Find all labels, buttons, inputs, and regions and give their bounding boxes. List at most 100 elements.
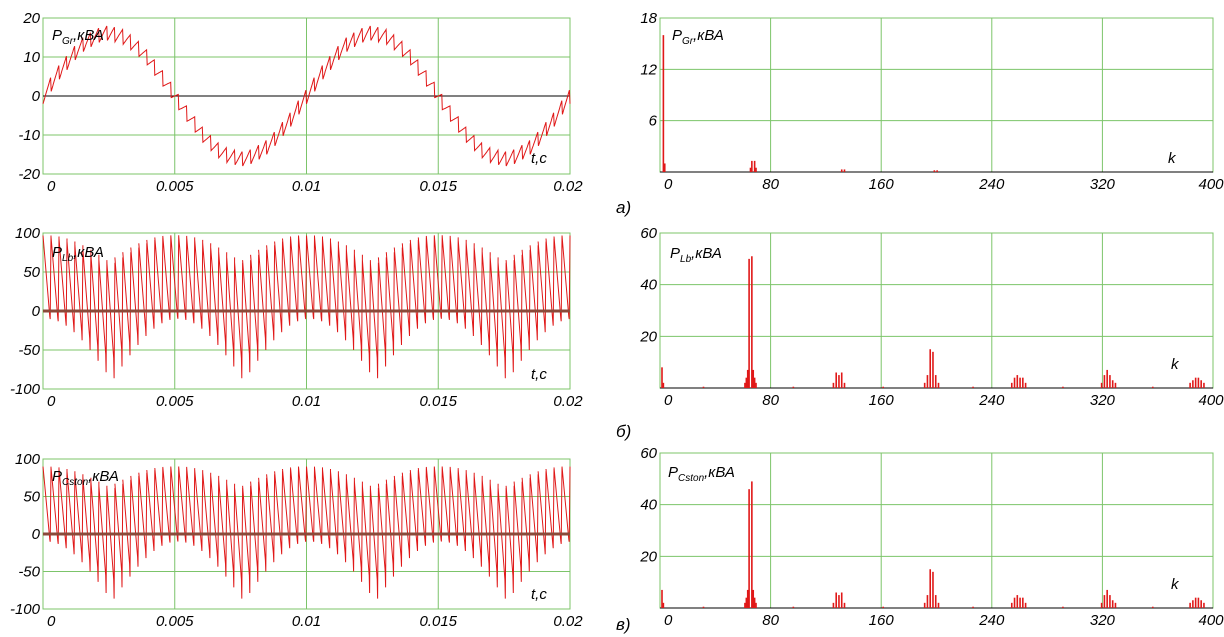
x-tick-label: 0.015: [419, 393, 457, 410]
ylabel-main: P: [52, 468, 62, 485]
ylabel-unit: ,кВА: [693, 27, 724, 44]
x-tick-label: 320: [1090, 392, 1116, 409]
y-tick-label: 12: [640, 61, 657, 78]
panel-ylabel: PGr,кВА: [672, 27, 724, 47]
x-axis-label: k: [1168, 150, 1177, 167]
x-tick-label: 0.01: [292, 613, 321, 630]
x-tick-label: 0.005: [156, 393, 194, 410]
x-tick-label: 0.01: [292, 393, 321, 410]
x-tick-label: 0: [47, 178, 56, 195]
x-tick-label: 80: [762, 392, 779, 409]
y-tick-label: 6: [649, 113, 658, 130]
ylabel-subscript: Gr: [62, 36, 74, 47]
y-tick-label: 100: [15, 225, 41, 242]
panel-ylabel: PLb,кВА: [52, 244, 104, 264]
x-tick-label: 240: [978, 612, 1005, 629]
time-c-chart: 100 50 0 -50 -100 0 0.005 0.01 0.015 0.02 t,c PCsto…: [10, 451, 583, 630]
x-axis-label: k: [1171, 576, 1180, 593]
x-tick-label: 80: [762, 612, 779, 629]
x-tick-label: 0: [47, 393, 56, 410]
x-tick-label: 320: [1090, 612, 1116, 629]
x-tick-label: 160: [869, 176, 895, 193]
x-tick-label: 0: [664, 176, 673, 193]
ylabel-subscript: Gr: [682, 36, 694, 47]
y-tick-label: -100: [10, 601, 41, 618]
ylabel-unit: ,кВА: [73, 27, 104, 44]
y-tick-label: -50: [18, 564, 40, 581]
panel-ylabel: PLb,кВА: [670, 245, 722, 265]
y-tick-label: 0: [32, 88, 41, 105]
x-tick-label: 160: [869, 612, 895, 629]
panel-ylabel: PCston,кВА: [668, 464, 735, 484]
panel-letter: в): [616, 615, 631, 634]
y-tick-label: -10: [18, 127, 40, 144]
ylabel-main: P: [672, 27, 682, 44]
plot-frame: [659, 232, 1214, 389]
time-b-chart: 100 50 0 -50 -100 0 0.005 0.01 0.015 0.02 t,c PLb,к…: [10, 225, 583, 410]
x-axis-label: k: [1171, 356, 1180, 373]
ylabel-unit: ,кВА: [88, 468, 119, 485]
plot-frame: [659, 17, 1214, 173]
y-tick-label: -20: [18, 166, 40, 183]
y-tick-label: -50: [18, 342, 40, 359]
y-tick-label: 20: [22, 10, 40, 27]
x-tick-label: 0.02: [553, 613, 583, 630]
ylabel-subscript: Cston: [678, 473, 705, 484]
x-tick-label: 240: [978, 392, 1005, 409]
x-tick-label: 400: [1198, 176, 1224, 193]
y-tick-label: 0: [32, 303, 41, 320]
y-tick-label: 20: [639, 548, 657, 565]
ylabel-unit: ,кВА: [691, 245, 722, 262]
y-tick-label: -100: [10, 381, 41, 398]
x-tick-label: 240: [978, 176, 1005, 193]
y-tick-label: 40: [640, 277, 657, 294]
y-tick-label: 0: [32, 526, 41, 543]
x-tick-label: 0.02: [553, 178, 583, 195]
panel-letter: б): [616, 422, 631, 441]
y-tick-label: 50: [23, 264, 40, 281]
x-tick-label: 320: [1090, 176, 1116, 193]
panel-ylabel: PCston,кВА: [52, 468, 119, 488]
y-tick-label: 60: [640, 225, 657, 242]
x-tick-label: 160: [869, 392, 895, 409]
y-tick-label: 40: [640, 497, 657, 514]
spectrum-c-chart: 60 40 20 0 80 160 240 320 400 k PCston,кВА: [639, 445, 1224, 629]
ylabel-subscript: Cston: [62, 477, 89, 488]
plot-frame: [659, 452, 1214, 609]
x-tick-label: 0: [47, 613, 56, 630]
y-tick-label: 20: [639, 328, 657, 345]
x-tick-label: 0: [664, 392, 673, 409]
y-tick-label: 18: [640, 10, 657, 27]
spectrum-a-chart: 18 12 6 0 80 160 240 320 400 k PGr,кВА: [640, 10, 1224, 193]
y-tick-label: 10: [23, 49, 40, 66]
ylabel-main: P: [668, 464, 678, 481]
y-tick-label: 50: [23, 489, 40, 506]
ylabel-main: P: [52, 27, 62, 44]
ylabel-unit: ,кВА: [704, 464, 735, 481]
x-tick-label: 0.005: [156, 178, 194, 195]
x-axis-label: t,c: [531, 150, 547, 167]
ylabel-subscript: Lb: [62, 253, 74, 264]
x-tick-label: 0.02: [553, 393, 583, 410]
panel-ylabel: PGr,кВА: [52, 27, 104, 47]
signal-trace: [42, 235, 571, 379]
ylabel-unit: ,кВА: [73, 244, 104, 261]
x-tick-label: 0: [664, 612, 673, 629]
ylabel-main: P: [52, 244, 62, 261]
x-tick-label: 80: [762, 176, 779, 193]
y-tick-label: 60: [640, 445, 657, 462]
spectrum-b-chart: 60 40 20 0 80 160 240 320 400 k PLb,кВА: [639, 225, 1224, 409]
x-tick-label: 400: [1198, 612, 1224, 629]
signal-trace: [42, 466, 571, 599]
x-tick-label: 0.015: [419, 613, 457, 630]
x-tick-label: 0.01: [292, 178, 321, 195]
x-tick-label: 400: [1198, 392, 1224, 409]
signal-trace: [42, 25, 571, 167]
y-tick-label: 100: [15, 451, 41, 468]
ylabel-subscript: Lb: [680, 254, 692, 265]
x-tick-label: 0.005: [156, 613, 194, 630]
x-axis-label: t,c: [531, 586, 547, 603]
ylabel-main: P: [670, 245, 680, 262]
x-axis-label: t,c: [531, 366, 547, 383]
